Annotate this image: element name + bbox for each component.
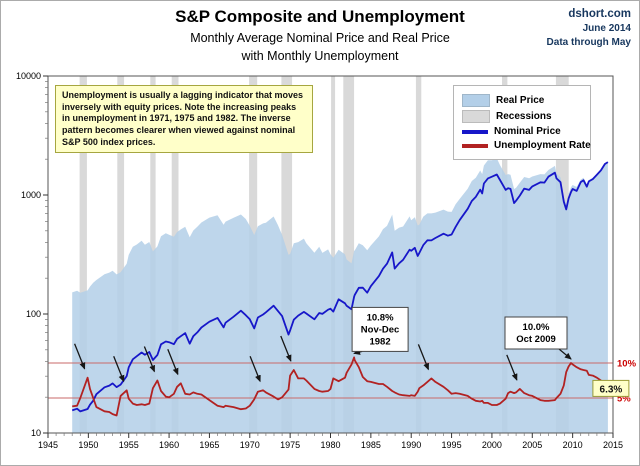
- year-tick-label: 1995: [442, 440, 462, 450]
- legend-label: Real Price: [496, 95, 545, 106]
- year-tick-label: 1960: [159, 440, 179, 450]
- price-axis: 10 100 1000 10000: [16, 71, 48, 438]
- callout-text: Oct 2009: [516, 334, 556, 345]
- source-block: dshort.com June 2014 Data through May: [547, 6, 631, 50]
- year-tick-label: 1990: [401, 440, 421, 450]
- legend-label: Recessions: [496, 111, 552, 122]
- callout-text: 10.8%: [367, 312, 394, 323]
- value-label-box: [592, 379, 630, 397]
- legend: Real Price Recessions Nominal Price Unem…: [453, 85, 591, 160]
- year-tick-label: 1950: [78, 440, 98, 450]
- current-value-label: 6.3%: [592, 379, 630, 397]
- legend-item-unemployment-rate: Unemployment Rate: [462, 140, 591, 151]
- unemployment-axis-label: 5%: [617, 394, 631, 405]
- legend-label: Unemployment Rate: [494, 140, 591, 151]
- unemployment-gridlines: 10% 5%: [48, 359, 637, 405]
- callout-box: [351, 306, 409, 352]
- commentary-note-box: Unemployment is usually a lagging indica…: [55, 85, 313, 154]
- real-price-area: [72, 158, 608, 433]
- year-tick-label: 2000: [482, 440, 502, 450]
- price-tick-label: 10: [31, 428, 41, 438]
- chart-subtitle-2: with Monthly Unemployment: [241, 49, 399, 63]
- callout-box: [504, 316, 568, 350]
- peak-arrows: [73, 335, 518, 383]
- year-tick-label: 1945: [38, 440, 58, 450]
- real-price-swatch: [462, 94, 490, 107]
- callout-text: 1982: [369, 336, 390, 347]
- year-tick-label: 1955: [119, 440, 139, 450]
- chart-subtitle-1: Monthly Average Nominal Price and Real P…: [190, 31, 450, 45]
- unemployment-axis-label: 10%: [617, 359, 637, 370]
- legend-item-real-price: Real Price: [462, 94, 582, 107]
- page-title: S&P Composite and Unemployment: [175, 7, 465, 26]
- year-tick-label: 2005: [522, 440, 542, 450]
- year-tick-label: 1975: [280, 440, 300, 450]
- price-tick-label: 1000: [21, 190, 41, 200]
- nominal-price-line: [71, 161, 609, 413]
- source-date: June 2014: [582, 23, 631, 35]
- unemployment-rate-swatch: [462, 143, 488, 148]
- year-tick-label: 1985: [361, 440, 381, 450]
- year-axis: 1945 1950 1955 1960 1965 1970 1975 1980 1985 1990…: [38, 433, 623, 450]
- year-tick-label: 2010: [563, 440, 583, 450]
- callout-text: Nov-Dec: [361, 324, 400, 335]
- price-tick-label: 10000: [16, 71, 41, 81]
- year-tick-label: 2015: [603, 440, 623, 450]
- value-label-text: 6.3%: [600, 384, 623, 395]
- legend-item-recessions: Recessions: [462, 110, 582, 123]
- nominal-price-swatch: [462, 129, 488, 134]
- recessions-swatch: [462, 110, 490, 123]
- year-tick-label: 1980: [320, 440, 340, 450]
- callout-text: 10.0%: [523, 322, 550, 333]
- year-tick-label: 1965: [199, 440, 219, 450]
- unemployment-line: [72, 356, 609, 417]
- price-tick-label: 100: [26, 309, 41, 319]
- year-tick-label: 1970: [240, 440, 260, 450]
- legend-label: Nominal Price: [494, 126, 561, 137]
- source-note: Data through May: [546, 37, 631, 49]
- legend-item-nominal-price: Nominal Price: [462, 126, 582, 137]
- source-site: dshort.com: [568, 8, 631, 20]
- header: S&P Composite and Unemployment Monthly A…: [1, 1, 639, 63]
